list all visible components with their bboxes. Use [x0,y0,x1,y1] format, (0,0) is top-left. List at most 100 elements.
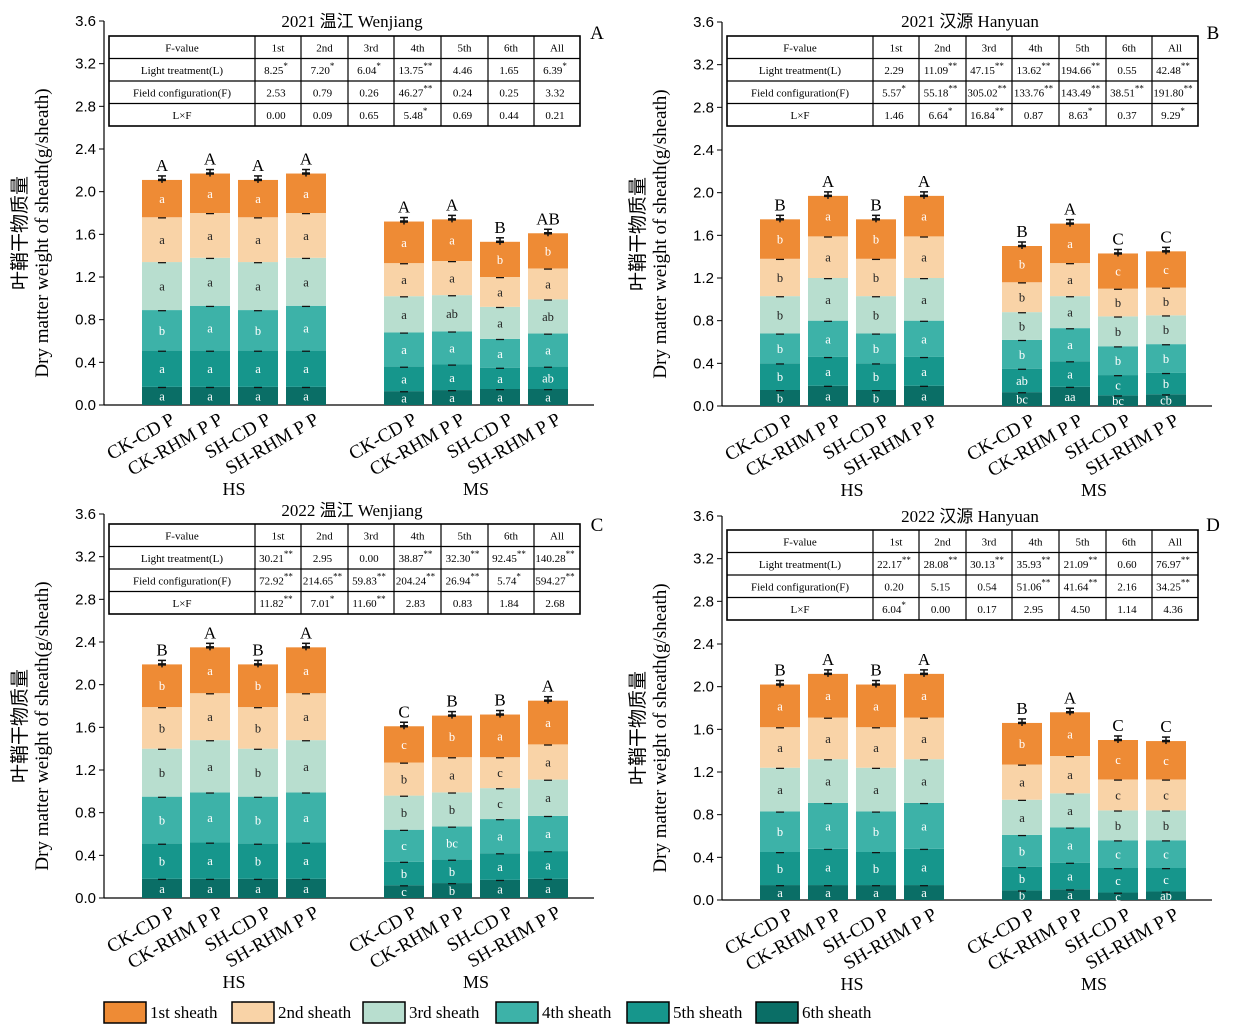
bar-segment [856,811,896,852]
table-header-cell: 3rd [982,536,997,548]
segment-letter: b [545,244,551,258]
bar-segment [808,236,848,278]
bar-segment [286,693,326,741]
table-header-cell: 2nd [934,42,951,54]
segment-letter: a [303,882,309,896]
segment-letter: a [255,389,261,403]
bar-segment [808,848,848,886]
chart-title: 2021 温江 Wenjiang [281,12,423,31]
total-letter: C [1160,227,1171,246]
bar-segment [238,664,278,708]
legend-label: 6th sheath [802,1003,872,1022]
table-cell: 191.80** [1153,83,1193,99]
y-tick-label: 1.2 [693,764,714,781]
bar-segment [760,258,800,297]
bar-segment [856,684,896,728]
segment-letter: a [1067,306,1073,320]
table-header-cell: 1st [890,42,903,54]
total-letter: B [494,691,505,710]
segment-letter: a [303,275,309,289]
chart-title: 2022 汉源 Hanyuan [901,507,1039,526]
legend-label: 2nd sheath [278,1003,352,1022]
segment-letter: a [545,858,551,872]
bar-segment [528,268,568,300]
table-header-cell: 3rd [364,42,379,54]
total-letter: A [300,150,313,169]
table-header-cell: All [550,42,564,54]
total-letter: B [1016,699,1027,718]
segment-letter: a [1067,237,1073,251]
bar-segment [1050,386,1090,406]
segment-letter: c [1115,848,1121,862]
bar-segment [1146,810,1186,841]
segment-letter: a [159,192,165,206]
y-axis-label: Dry matter weight of sheath(g/sheath) [650,89,671,378]
total-letter: A [822,172,835,191]
segment-letter: a [1067,888,1073,902]
segment-letter: b [873,233,879,247]
y-axis-label: Dry matter weight of sheath(g/sheath) [32,88,53,377]
table-header-cell: 5th [457,530,472,542]
table-cell: 8.25* [264,61,288,77]
segment-letter: a [303,710,309,724]
legend-label: 5th sheath [673,1003,743,1022]
bar-segment [286,740,326,793]
chart-panel-C: 0.0 0.4 0.8 1.2 1.6 2.0 2.4 2.8 3.2 3.6 2022 温江 We… [9,501,603,992]
bar-segment [1050,263,1090,297]
bar-segment [808,278,848,321]
segment-letter: b [449,730,455,744]
table-header-cell: 6th [504,530,519,542]
bar-segment [1146,344,1186,373]
y-tick-label: 2.8 [75,98,96,115]
y-tick-label: 1.6 [693,721,714,738]
table-header-cell: All [550,530,564,542]
segment-letter: b [401,867,407,881]
table-cell: 0.00 [931,604,951,616]
y-tick-label: 3.2 [693,57,714,74]
chart-title: 2021 汉源 Hanyuan [901,12,1039,31]
bar-segment [1050,328,1090,362]
table-header-cell: 1st [890,536,903,548]
bar-segment [142,350,182,387]
legend-swatch [626,1001,670,1024]
segment-letter: b [777,825,783,839]
table-cell: 9.29* [1161,106,1185,122]
segment-letter: c [1115,265,1121,279]
segment-letter: b [1115,819,1121,833]
legend-label: 4th sheath [542,1003,612,1022]
bar-segment [432,859,472,884]
table-cell: 0.65 [359,110,379,122]
bar-segment [904,195,944,237]
bar-segment [528,299,568,334]
y-axis-label: Dry matter weight of sheath(g/sheath) [32,581,53,870]
table-cell: 0.26 [359,87,379,99]
segment-letter: a [401,273,407,287]
chart-panel-B: 0.0 0.4 0.8 1.2 1.6 2.0 2.4 2.8 3.2 3.6 2021 汉源 Ha… [627,12,1219,500]
segment-letter: ab [542,371,554,385]
bar-segment [480,714,520,758]
bar-segment [1002,392,1042,406]
segment-letter: c [401,885,407,899]
total-letter: B [446,692,457,711]
bar-segment [1098,810,1138,841]
segment-letter: a [303,854,309,868]
y-axis-label-cn: 叶鞘干物质量 [627,177,649,291]
table-cell: 0.87 [1024,110,1044,122]
segment-letter: b [255,679,261,693]
bar-segment [760,852,800,886]
segment-letter: a [303,664,309,678]
bar-segment [1146,741,1186,780]
segment-letter: a [207,275,213,289]
table-row-label: L×F [790,604,809,616]
segment-letter: b [777,342,783,356]
table-cell: 2.68 [545,598,565,610]
segment-letter: a [303,322,309,336]
bar-segment [142,217,182,263]
total-letter: B [1016,222,1027,241]
segment-letter: a [207,187,213,201]
y-tick-label: 1.2 [75,762,96,779]
table-cell: 5.48* [404,106,428,122]
bar-segment [856,885,896,900]
segment-letter: a [777,886,783,900]
